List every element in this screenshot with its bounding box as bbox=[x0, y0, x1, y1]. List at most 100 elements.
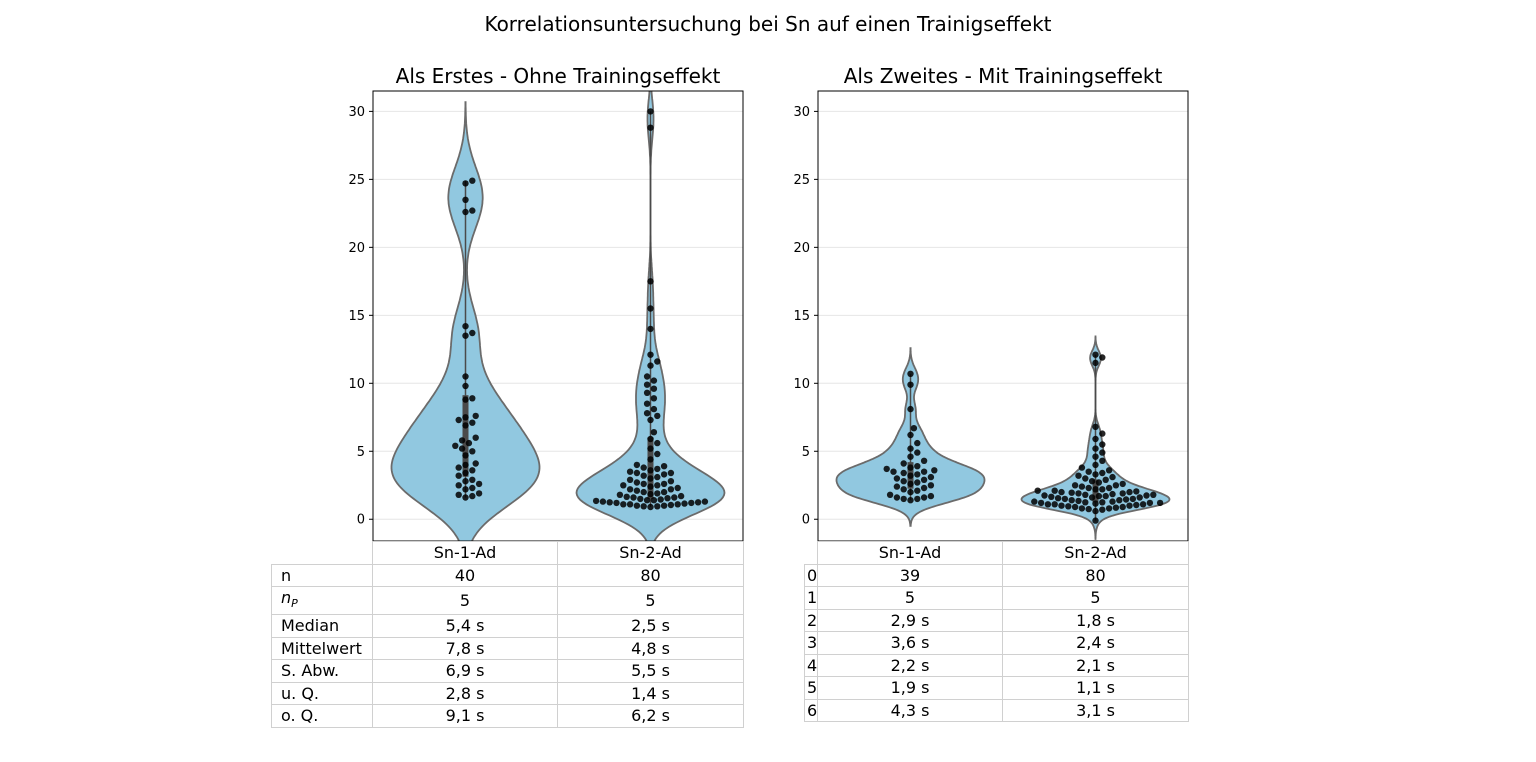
data-point bbox=[1051, 487, 1058, 494]
data-point bbox=[1078, 483, 1086, 490]
data-point bbox=[1078, 464, 1086, 471]
row-label: Mittelwert bbox=[271, 636, 373, 661]
data-point bbox=[469, 448, 476, 455]
data-point bbox=[626, 486, 634, 493]
y-tick-label: 5 bbox=[802, 445, 810, 460]
data-point bbox=[1095, 479, 1103, 486]
data-point bbox=[462, 332, 469, 339]
data-point bbox=[462, 180, 469, 187]
data-point bbox=[701, 498, 709, 505]
data-point bbox=[1037, 499, 1045, 507]
table-cell: 9,1 s bbox=[372, 704, 558, 728]
data-point bbox=[455, 464, 462, 471]
data-point bbox=[1119, 490, 1126, 497]
table-row: Mittelwert 7,8 s 4,8 s bbox=[271, 636, 744, 661]
data-point bbox=[1156, 499, 1164, 507]
data-point bbox=[1112, 504, 1120, 511]
row-index: 0 bbox=[804, 563, 818, 587]
data-point bbox=[920, 468, 928, 475]
data-point bbox=[462, 414, 469, 421]
data-point bbox=[475, 480, 483, 488]
data-point bbox=[654, 439, 661, 447]
data-point bbox=[1054, 495, 1062, 502]
data-point bbox=[907, 497, 914, 504]
y-tick-label: 0 bbox=[802, 513, 810, 528]
data-point bbox=[883, 465, 890, 473]
y-tick-label: 20 bbox=[793, 241, 810, 256]
table-corner bbox=[272, 542, 373, 565]
right-stats-table: Sn-1-Ad Sn-2-Ad 0 39 80 1 5 5 2 2,9 s 1,… bbox=[804, 541, 1189, 722]
row-label: S. Abw. bbox=[271, 659, 373, 683]
row-label: Median bbox=[271, 614, 373, 638]
data-point bbox=[1105, 467, 1113, 474]
data-point bbox=[469, 476, 476, 483]
data-point bbox=[1058, 488, 1065, 496]
data-point bbox=[620, 482, 627, 489]
data-point bbox=[643, 497, 651, 504]
data-point bbox=[455, 482, 462, 489]
table-row: 4 2,2 s 2,1 s bbox=[804, 653, 1189, 677]
data-point bbox=[623, 493, 630, 500]
data-point bbox=[907, 405, 914, 413]
data-point bbox=[462, 373, 469, 380]
y-tick-label: 15 bbox=[348, 309, 365, 324]
data-point bbox=[647, 475, 654, 482]
data-point bbox=[462, 422, 469, 429]
data-point bbox=[1068, 489, 1075, 496]
data-point bbox=[927, 473, 935, 481]
table-row: S. Abw. 6,9 s 5,5 s bbox=[271, 659, 744, 683]
table-row: o. Q. 9,1 s 6,2 s bbox=[271, 704, 744, 728]
data-point bbox=[647, 435, 654, 443]
table-cell: 5 bbox=[1002, 586, 1189, 610]
row-label: n bbox=[271, 563, 373, 587]
table-cell: 6,2 s bbox=[557, 704, 744, 728]
data-point bbox=[1119, 480, 1126, 488]
data-point bbox=[650, 395, 658, 402]
data-point bbox=[1109, 498, 1116, 505]
data-point bbox=[1075, 490, 1082, 497]
data-point bbox=[907, 472, 914, 479]
data-point bbox=[1085, 468, 1092, 475]
plot-area bbox=[835, 335, 1171, 540]
data-point bbox=[671, 494, 678, 501]
data-point bbox=[650, 377, 658, 384]
data-point bbox=[472, 460, 479, 467]
data-point bbox=[472, 434, 479, 441]
table-cell: 5,4 s bbox=[372, 614, 558, 638]
data-point bbox=[1109, 473, 1116, 481]
data-point bbox=[643, 381, 651, 388]
data-point bbox=[626, 501, 634, 508]
data-point bbox=[452, 442, 459, 449]
data-point bbox=[472, 412, 479, 420]
data-point bbox=[927, 482, 935, 489]
table-row: n 40 80 bbox=[271, 563, 744, 587]
data-point bbox=[1034, 487, 1041, 494]
data-point bbox=[469, 484, 476, 492]
data-point bbox=[886, 491, 894, 498]
data-point bbox=[1099, 506, 1106, 513]
data-point bbox=[1071, 503, 1079, 511]
row-index: 3 bbox=[804, 631, 818, 655]
data-point bbox=[1116, 497, 1123, 504]
y-tick-label: 20 bbox=[348, 241, 365, 256]
data-point bbox=[657, 496, 664, 503]
data-point bbox=[1099, 457, 1106, 464]
table-cell: 2,2 s bbox=[817, 653, 1003, 677]
data-point bbox=[647, 305, 654, 312]
table-row: u. Q. 2,8 s 1,4 s bbox=[271, 681, 744, 706]
data-point bbox=[647, 278, 654, 285]
data-point bbox=[630, 494, 637, 501]
data-point bbox=[462, 196, 469, 203]
table-cell: 4,8 s bbox=[557, 636, 744, 661]
data-point bbox=[654, 450, 661, 458]
data-point bbox=[660, 471, 668, 478]
violin-iqr-box bbox=[462, 395, 469, 477]
data-point bbox=[1082, 499, 1089, 506]
data-point bbox=[907, 445, 914, 452]
data-point bbox=[647, 490, 654, 498]
data-point bbox=[606, 499, 613, 506]
table-header-row: Sn-1-Ad Sn-2-Ad bbox=[805, 541, 1189, 565]
table-cell: 3,6 s bbox=[817, 631, 1003, 655]
data-point bbox=[633, 461, 641, 469]
data-point bbox=[667, 478, 675, 485]
